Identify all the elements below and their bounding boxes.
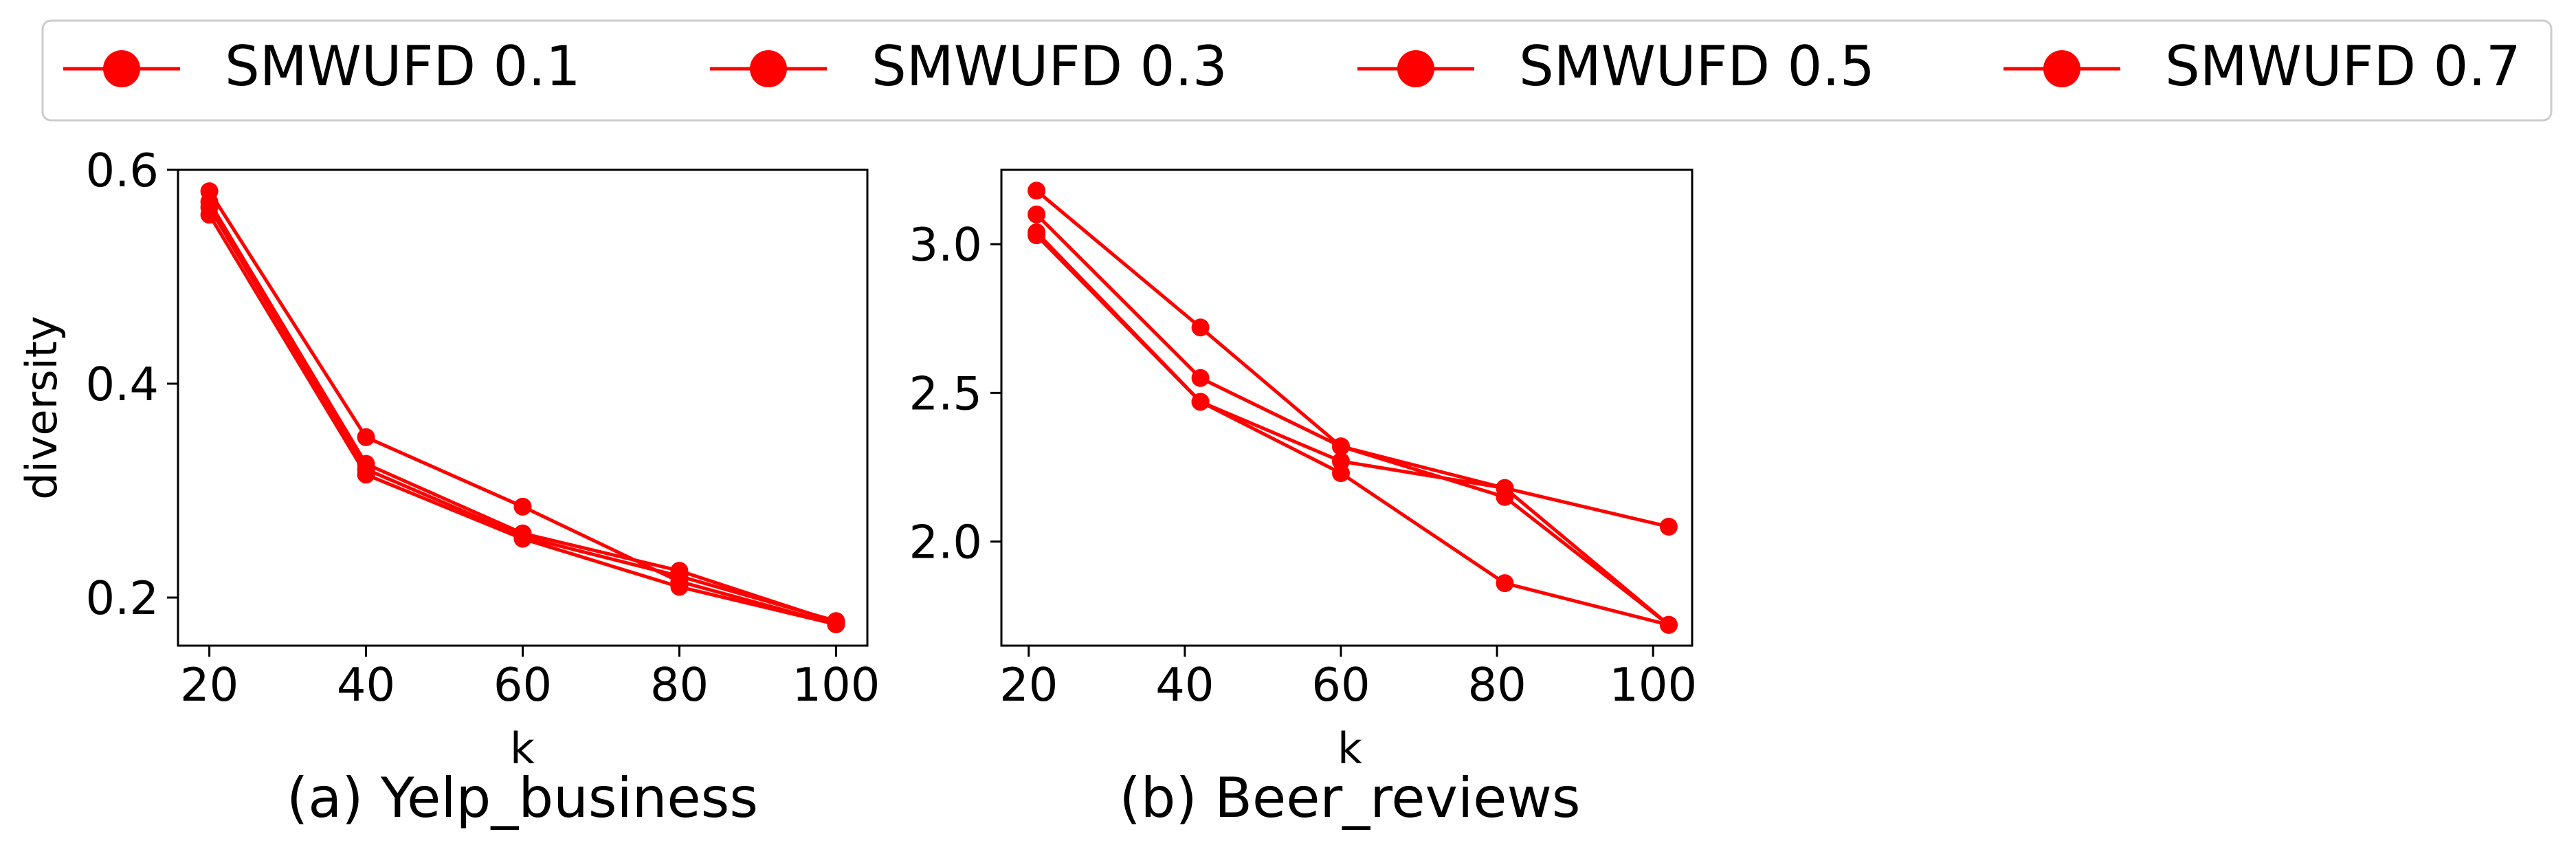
data-point — [1191, 318, 1210, 337]
x-tick-label: 20 — [999, 658, 1058, 712]
data-point — [1496, 574, 1514, 593]
legend: SMWUFD 0.1 SMWUFD 0.3 SMWUFD 0.5 SMWUFD 0.7 — [41, 19, 2553, 122]
legend-entry: SMWUFD 0.5 — [1357, 34, 1875, 98]
tick-group: 20 40 60 80 100 0.2 0.4 0.6 — [85, 144, 880, 712]
x-axis-label: k — [1337, 723, 1362, 774]
data-point — [670, 578, 689, 596]
series-group — [1028, 182, 1678, 634]
legend-label: SMWUFD 0.7 — [2165, 34, 2521, 98]
x-tick-label: 40 — [337, 658, 395, 712]
series-1 — [200, 182, 845, 633]
data-point — [357, 466, 375, 484]
data-point — [513, 529, 532, 548]
x-tick-label: 20 — [180, 658, 238, 712]
legend-marker — [1397, 50, 1434, 87]
data-point — [357, 428, 375, 446]
panel-caption: (a) Yelp_business — [287, 766, 758, 830]
y-axis-label: diversity — [16, 316, 67, 499]
legend-frame — [41, 19, 2553, 122]
y-tick-label: 0.4 — [85, 358, 159, 411]
x-tick-label: 100 — [792, 658, 880, 712]
series-line — [1035, 213, 1670, 626]
panel-yelp-business: 20 40 60 80 100 0.2 0.4 0.6 k diversity (a) Yel… — [16, 144, 880, 830]
data-point — [1496, 479, 1514, 497]
x-tick-label: 60 — [493, 658, 552, 712]
y-tick-label: 0.2 — [85, 571, 159, 625]
data-point — [1659, 518, 1678, 536]
x-tick-label: 80 — [1467, 658, 1526, 712]
series-3 — [1028, 223, 1678, 634]
series-4 — [1028, 226, 1678, 634]
legend-entries: SMWUFD 0.1 SMWUFD 0.3 SMWUFD 0.5 SMWUFD 0.7 — [63, 34, 2521, 98]
legend-entry: SMWUFD 0.1 — [63, 34, 581, 98]
series-group — [200, 182, 845, 633]
tick-group: 20 40 60 80 100 2.0 2.5 3.0 — [909, 218, 1697, 712]
series-2 — [1028, 205, 1678, 634]
data-point — [1191, 393, 1210, 411]
legend-marker — [103, 50, 140, 87]
y-tick-label: 2.5 — [909, 366, 982, 420]
data-point — [1191, 369, 1210, 387]
x-axis-label: k — [510, 723, 535, 774]
legend-label: SMWUFD 0.1 — [225, 34, 581, 98]
data-point — [1028, 226, 1046, 245]
series-line — [208, 214, 836, 626]
series-line — [1035, 234, 1669, 627]
series-line — [1035, 189, 1669, 529]
data-point — [1331, 464, 1350, 483]
data-point — [1028, 205, 1046, 223]
y-tick-label: 3.0 — [909, 218, 982, 272]
axes-frame — [1000, 168, 1694, 647]
panel-beer-reviews: 20 40 60 80 100 2.0 2.5 3.0 k (b) Beer_reviews — [909, 168, 1697, 830]
x-tick-label: 100 — [1609, 658, 1697, 712]
data-point — [827, 615, 845, 633]
data-point — [1028, 182, 1046, 200]
series-line — [1035, 231, 1670, 626]
data-point — [200, 206, 219, 224]
series-line — [208, 206, 837, 623]
axes-frame — [177, 168, 869, 647]
legend-marker — [750, 50, 787, 87]
panel-caption: (b) Beer_reviews — [1119, 766, 1580, 830]
data-point — [1659, 615, 1678, 634]
data-point — [1331, 437, 1350, 456]
legend-label: SMWUFD 0.5 — [1519, 34, 1875, 98]
series-4 — [200, 206, 845, 633]
series-line — [208, 190, 837, 626]
data-point — [513, 497, 532, 516]
legend-label: SMWUFD 0.3 — [871, 34, 1228, 98]
series-3 — [200, 198, 845, 631]
y-tick-label: 0.6 — [85, 144, 159, 197]
legend-marker — [2043, 50, 2080, 87]
y-tick-label: 2.0 — [909, 516, 982, 569]
series-line — [208, 201, 837, 624]
series-2 — [200, 193, 845, 631]
x-tick-label: 40 — [1155, 658, 1214, 712]
legend-entry: SMWUFD 0.3 — [710, 34, 1228, 98]
x-tick-label: 60 — [1311, 658, 1370, 712]
x-tick-label: 80 — [650, 658, 709, 712]
legend-entry: SMWUFD 0.7 — [2003, 34, 2521, 98]
